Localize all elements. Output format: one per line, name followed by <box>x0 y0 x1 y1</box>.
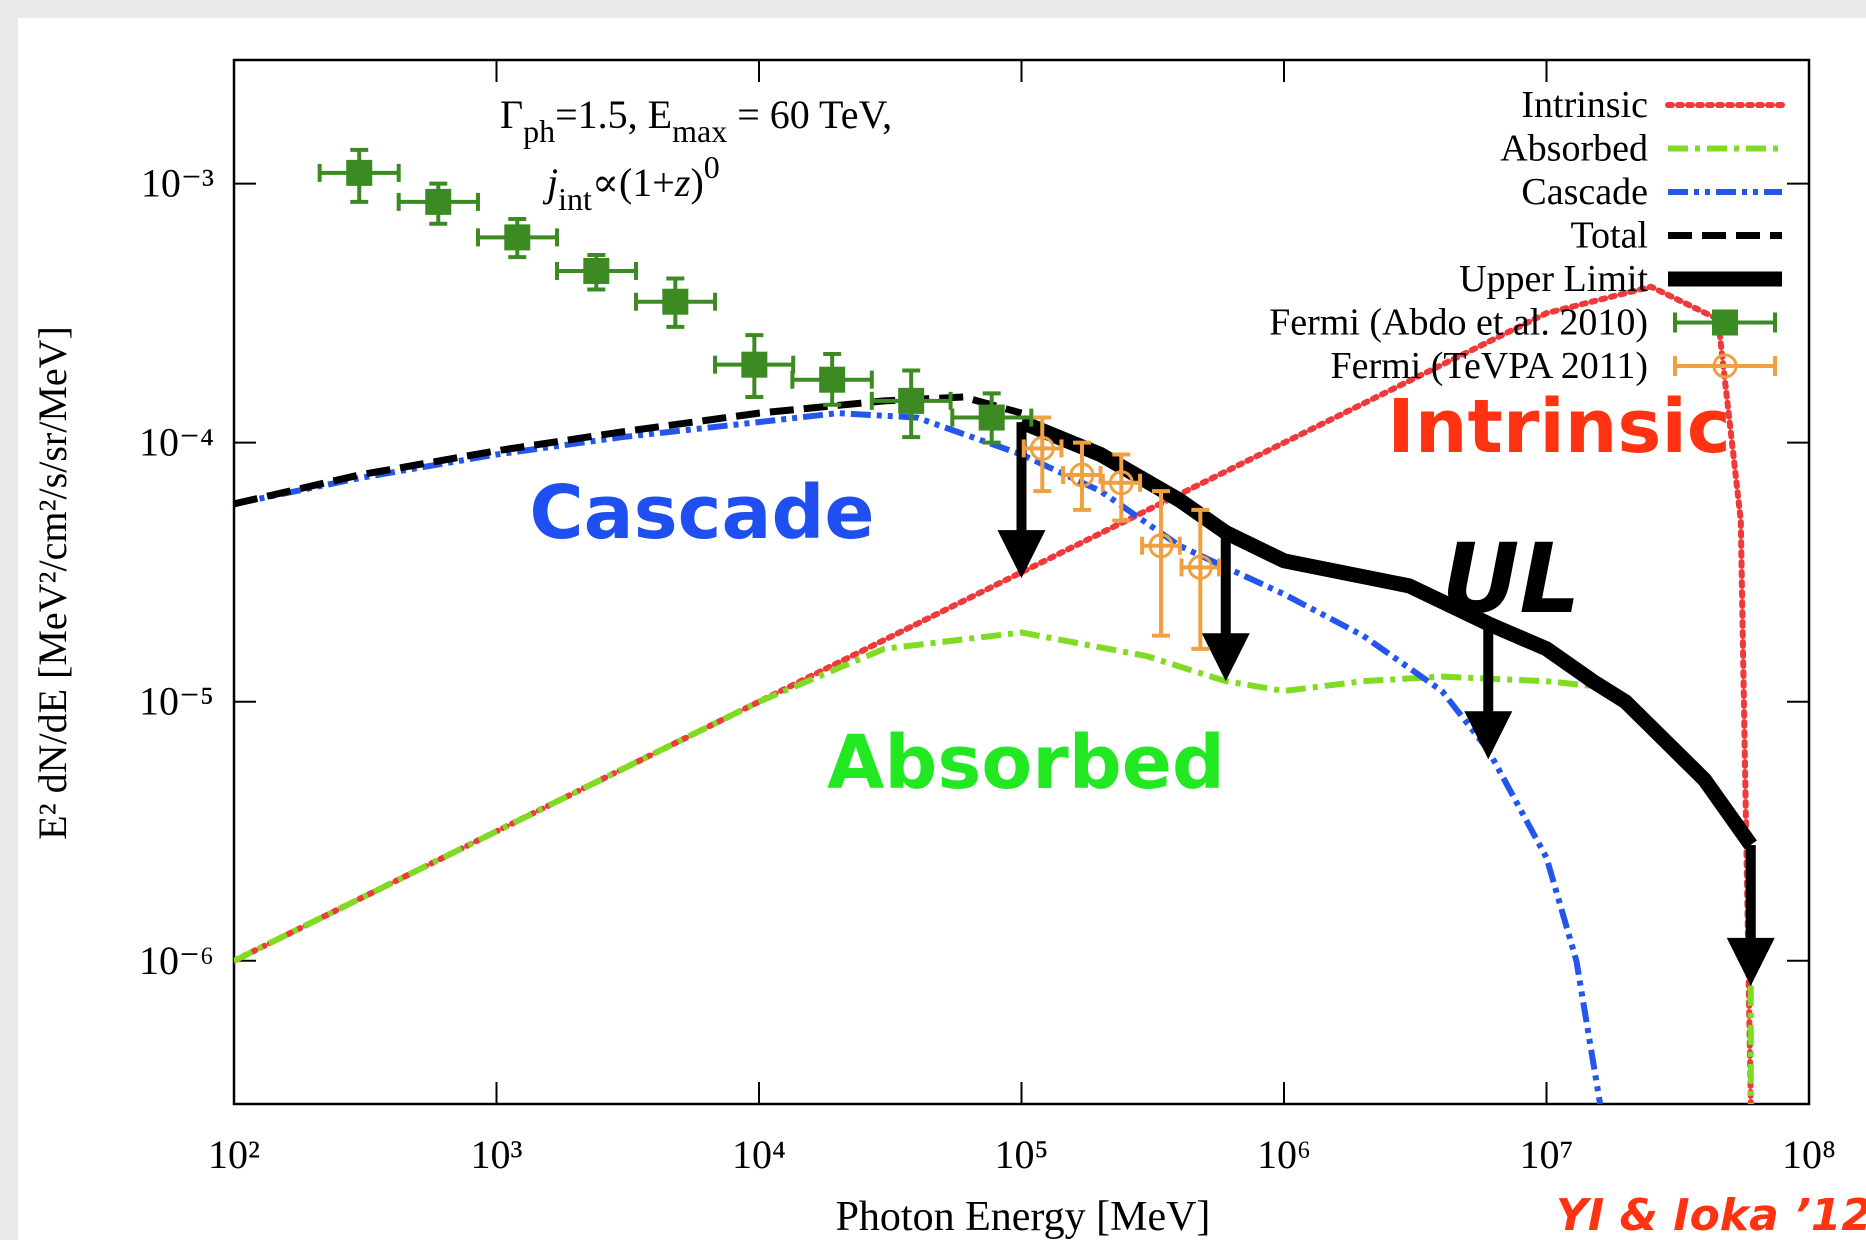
upper-limit-arrow <box>1726 844 1775 986</box>
data-point <box>425 188 452 215</box>
annotation-part: 0 <box>704 149 720 185</box>
overlay-label: Absorbed <box>827 720 1225 806</box>
chart-panel <box>18 18 1866 1240</box>
data-point <box>346 159 373 186</box>
annotation-part: = 60 TeV, <box>727 92 892 137</box>
legend-label: Cascade <box>1521 171 1648 213</box>
y-axis-label: E² dN/dE [MeV²/cm²/s/sr/MeV] <box>30 326 75 840</box>
series-line <box>234 629 1594 964</box>
annotation-part: z <box>674 160 691 205</box>
x-tick-label: 10⁴ <box>732 1132 786 1177</box>
data-point <box>898 387 925 414</box>
data-point <box>741 351 768 378</box>
x-tick-label: 10⁸ <box>1782 1132 1836 1177</box>
upper-limit-arrow <box>1201 532 1250 682</box>
legend-label: Fermi (TeVPA 2011) <box>1330 345 1648 387</box>
annotation-part: j <box>542 160 558 205</box>
data-point <box>583 257 610 284</box>
overlay-label: UL <box>1441 523 1580 635</box>
legend-label: Intrinsic <box>1521 84 1648 126</box>
annotation-part: max <box>672 113 727 149</box>
x-tick-label: 10⁶ <box>1257 1132 1311 1177</box>
legend-label: Total <box>1570 215 1648 257</box>
data-point <box>1069 462 1095 488</box>
data-point <box>1108 470 1134 496</box>
y-tick-label: 10⁻⁴ <box>139 420 214 465</box>
x-tick-label: 10⁵ <box>995 1132 1049 1177</box>
annotation-part: Γ <box>500 92 523 137</box>
annotation: Γph=1.5, Emax = 60 TeV, <box>500 92 892 149</box>
annotation: jint∝(1+z)0 <box>542 149 720 217</box>
data-point <box>504 224 531 251</box>
y-tick-label: 10⁻⁶ <box>139 938 214 983</box>
x-axis-label: Photon Energy [MeV] <box>836 1194 1211 1240</box>
annotation-part: =1.5, E <box>555 92 672 137</box>
annotation-part: ph <box>523 113 555 149</box>
legend-label: Upper Limit <box>1459 258 1648 300</box>
data-point <box>819 366 846 393</box>
annotation-part: int <box>558 181 592 217</box>
overlay-label: Intrinsic <box>1387 384 1730 470</box>
data-point <box>1187 554 1213 580</box>
x-tick-label: 10⁷ <box>1520 1132 1574 1177</box>
annotation-part: ∝(1+ <box>592 160 675 205</box>
data-point <box>1148 533 1174 559</box>
credit: YI & Ioka ’12 <box>1556 1190 1866 1240</box>
overlay-label: Cascade <box>529 470 874 556</box>
y-tick-label: 10⁻⁵ <box>139 679 214 724</box>
data-point <box>662 288 689 315</box>
legend-label: Absorbed <box>1500 128 1648 170</box>
x-tick-label: 10² <box>208 1132 260 1177</box>
data-point <box>1029 435 1055 461</box>
legend-marker <box>1712 353 1738 379</box>
y-tick-label: 10⁻³ <box>141 161 214 206</box>
plot-area <box>234 147 1775 1104</box>
annotation-part: ) <box>690 160 703 205</box>
data-point <box>978 404 1005 431</box>
upper-limit-arrow <box>997 422 1046 579</box>
legend-marker <box>1712 309 1738 336</box>
upper-limit-arrow <box>1464 623 1513 760</box>
legend-label: Fermi (Abdo et al. 2010) <box>1269 302 1648 344</box>
x-tick-label: 10³ <box>471 1132 523 1177</box>
